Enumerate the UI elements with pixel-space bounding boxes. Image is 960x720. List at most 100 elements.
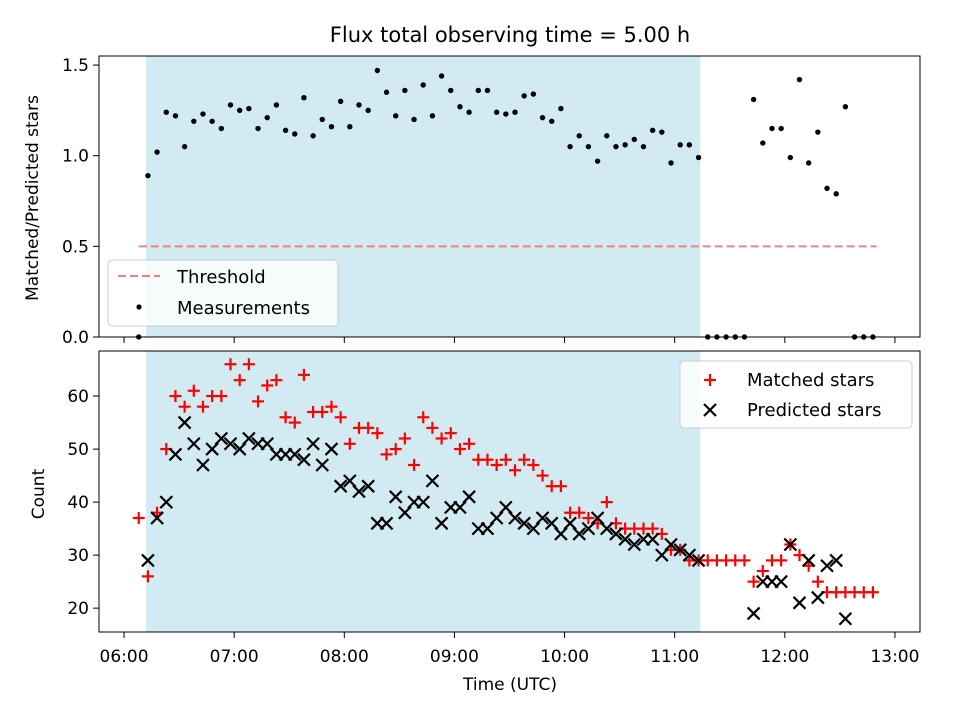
predicted-star-point bbox=[682, 548, 697, 562]
count-ytick-label: 20 bbox=[67, 599, 89, 619]
matched-star-point bbox=[261, 379, 274, 392]
predicted-star-point bbox=[618, 532, 632, 546]
matched-star-point bbox=[582, 512, 595, 525]
measurement-point bbox=[475, 87, 481, 94]
ratio-panel: 0.0 0.5 1.0 1.5 Matched/Predicted stars Thr… bbox=[23, 55, 921, 348]
matched-star-point bbox=[527, 458, 540, 471]
matched-star-point bbox=[252, 395, 265, 408]
measurement-point bbox=[145, 172, 151, 179]
predicted-star-point bbox=[820, 558, 834, 573]
predicted-star-point bbox=[664, 537, 678, 552]
matched-star-point bbox=[233, 374, 246, 387]
predicted-star-point bbox=[572, 527, 587, 541]
measurement-point bbox=[273, 102, 280, 108]
measurement-point bbox=[310, 133, 316, 139]
matched-star-points bbox=[132, 358, 879, 599]
predicted-star-point bbox=[517, 516, 531, 531]
measurement-point bbox=[503, 111, 509, 117]
count-legend-box bbox=[679, 360, 913, 429]
legend-predicted-swatch bbox=[703, 403, 717, 417]
matched-star-point bbox=[371, 427, 384, 440]
measurement-point bbox=[347, 124, 353, 130]
predicted-star-point bbox=[242, 431, 256, 446]
matched-star-point bbox=[646, 522, 659, 535]
matched-star-point bbox=[747, 575, 760, 588]
predicted-star-point bbox=[333, 479, 348, 493]
matched-star-point bbox=[334, 411, 347, 424]
predicted-star-point bbox=[508, 511, 522, 525]
measurement-point bbox=[677, 142, 683, 148]
matched-star-point bbox=[426, 421, 439, 434]
predicted-star-point bbox=[379, 516, 394, 531]
predicted-star-points bbox=[141, 415, 853, 626]
measurement-point bbox=[163, 109, 169, 115]
measurement-point bbox=[695, 154, 702, 161]
predicted-star-point bbox=[315, 458, 330, 472]
matched-star-point bbox=[738, 554, 751, 567]
measurement-point bbox=[328, 124, 335, 130]
measurement-points bbox=[136, 67, 876, 340]
matched-star-point bbox=[196, 400, 209, 413]
measurement-point bbox=[246, 105, 252, 112]
predicted-star-point bbox=[388, 490, 403, 504]
ratio-ylabel: Matched/Predicted stars bbox=[23, 95, 43, 301]
measurement-point bbox=[402, 87, 408, 94]
matched-star-point bbox=[270, 374, 283, 387]
predicted-star-point bbox=[600, 521, 614, 536]
measurement-point bbox=[659, 129, 665, 135]
legend-measurements-swatch bbox=[136, 304, 142, 310]
matched-star-point bbox=[536, 469, 549, 482]
measurement-point bbox=[631, 136, 638, 143]
predicted-star-point bbox=[811, 590, 825, 605]
predicted-star-point bbox=[416, 495, 431, 509]
predicted-star-point bbox=[141, 553, 155, 568]
measurement-point bbox=[438, 73, 445, 79]
predicted-star-point bbox=[177, 415, 192, 430]
predicted-star-point bbox=[746, 606, 761, 621]
matched-star-point bbox=[481, 453, 494, 466]
matched-star-point bbox=[389, 443, 402, 456]
measurement-point bbox=[264, 114, 270, 121]
measurement-point bbox=[292, 131, 298, 137]
count-xtick-label: 07:00 bbox=[210, 647, 259, 667]
measurement-point bbox=[530, 91, 537, 97]
measurement-point bbox=[805, 160, 812, 166]
count-panel: 20 30 40 50 60 06:00 07:00 08:00 09:00 10:00 11:00… bbox=[29, 350, 921, 695]
predicted-star-point bbox=[324, 442, 339, 456]
count-legend: Matched stars Predicted stars bbox=[679, 360, 913, 429]
measurement-point bbox=[374, 67, 381, 74]
matched-star-point bbox=[325, 400, 338, 413]
measurement-point bbox=[750, 96, 757, 103]
matched-star-point bbox=[811, 575, 824, 588]
predicted-star-point bbox=[627, 537, 642, 552]
measurement-point bbox=[594, 158, 601, 164]
measurement-point bbox=[319, 116, 325, 123]
legend-matched-swatch bbox=[704, 374, 716, 386]
measurement-point bbox=[686, 142, 693, 148]
predicted-star-point bbox=[783, 537, 798, 552]
matched-star-point bbox=[242, 358, 255, 371]
measurement-point bbox=[521, 93, 527, 99]
measurement-point bbox=[411, 116, 417, 123]
matched-star-point bbox=[490, 458, 503, 471]
matched-star-point bbox=[435, 432, 448, 445]
matched-star-point bbox=[509, 464, 522, 477]
measurement-point bbox=[191, 118, 197, 124]
predicted-star-point bbox=[297, 452, 311, 467]
measurement-point bbox=[356, 102, 362, 108]
measurement-point bbox=[833, 191, 839, 197]
count-axes: 20 30 40 50 60 06:00 07:00 08:00 09:00 10:00 11:00… bbox=[67, 387, 919, 667]
measurement-point bbox=[567, 143, 573, 150]
matched-star-point bbox=[417, 411, 430, 424]
measurement-point bbox=[301, 94, 307, 101]
predicted-star-point bbox=[434, 516, 449, 531]
measurement-point bbox=[393, 113, 399, 119]
predicted-star-point bbox=[214, 431, 229, 446]
matched-star-point bbox=[463, 437, 476, 450]
matched-star-point bbox=[362, 421, 375, 434]
measurement-point bbox=[209, 118, 215, 124]
matched-star-point bbox=[554, 480, 567, 493]
matched-star-point bbox=[444, 427, 457, 440]
count-xtick-label: 08:00 bbox=[320, 647, 369, 667]
count-ylabel: Count bbox=[29, 468, 49, 519]
